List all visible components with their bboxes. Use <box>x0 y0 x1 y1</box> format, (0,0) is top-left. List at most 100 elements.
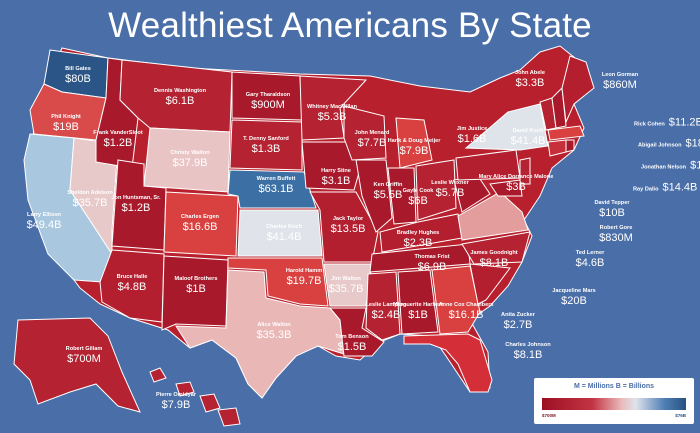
person-name: Leslie Lampton <box>365 301 407 308</box>
state-al <box>397 269 439 335</box>
net-worth: $35.7B <box>328 282 364 295</box>
person-name: Anne Cox Chambers <box>438 301 494 308</box>
net-worth: $18.2B <box>685 137 700 150</box>
person-name: Pierre Omidyar <box>155 391 197 398</box>
person-name: Mary Alice Dorrance Malone <box>478 173 554 180</box>
net-worth: $900M <box>251 98 285 111</box>
state-ok <box>227 257 329 307</box>
state-label-oh: Leslie Wexner $5.7B <box>431 179 469 199</box>
state-label-ky: Bradley Hughes $2.3B <box>396 229 440 249</box>
person-name: Christy Walton <box>170 149 210 156</box>
state-sc <box>469 263 511 305</box>
person-name: Robert Gillam <box>65 345 103 352</box>
state-label-mt: Dennis Washington $6.1B <box>154 87 206 107</box>
state-ma <box>547 125 585 141</box>
net-worth: $1.3B <box>251 142 281 155</box>
net-worth: $7.9B <box>161 398 191 411</box>
net-worth: $6.9B <box>417 260 447 273</box>
net-worth: $16.6B <box>182 220 218 233</box>
person-name: Larry Ellison <box>27 211 61 218</box>
state-label-nj: David Tepper $10B <box>594 199 630 219</box>
state-hi <box>149 367 241 427</box>
state-label-ca: Larry Ellison $49.4B <box>27 211 62 231</box>
state-label-nv: Sheldon Adelson $35.7B <box>67 189 113 209</box>
person-name: David Tepper <box>594 199 630 206</box>
state-label-fl2: Charles Johnson $8.1B <box>505 342 550 361</box>
net-worth: $1.8B <box>690 159 700 172</box>
person-name: Sheldon Adelson <box>67 189 113 196</box>
state-la <box>328 307 385 357</box>
net-worth: $830M <box>599 231 633 244</box>
person-name: Jonathan Nelson <box>641 164 687 171</box>
person-name: T. Denny Sanford <box>243 135 289 142</box>
state-label-md: Ted Lerner $4.6B <box>575 250 605 269</box>
net-worth: $5.5B <box>373 188 403 201</box>
net-worth: $41.4B <box>510 134 546 147</box>
state-label-ct: Ray Dalio $14.4B <box>633 179 697 196</box>
state-label-nm: Maloof Brothers $1B <box>175 276 218 295</box>
person-name: Jon Huntsman, Sr. <box>111 194 161 201</box>
net-worth: $16.1B <box>448 308 484 321</box>
person-name: Harold Hamm <box>285 267 323 274</box>
net-worth: $4.6B <box>575 256 605 269</box>
net-worth: $13.5B <box>330 222 366 235</box>
state-ia <box>301 141 363 191</box>
net-worth: $2.7B <box>503 318 533 331</box>
person-name: Leslie Wexner <box>431 179 469 186</box>
net-worth: $6.1B <box>165 94 195 107</box>
person-name: Robert Gore <box>599 224 633 231</box>
net-worth: $3B <box>506 180 526 193</box>
state-label-ga: Anne Cox Chambers $16.1B <box>438 301 494 321</box>
net-worth: $20B <box>561 294 587 307</box>
person-name: Jim Walton <box>331 275 361 282</box>
state-nh <box>551 86 567 129</box>
state-label-me: John Abele $3.3B <box>515 70 545 89</box>
state-ak <box>13 317 141 413</box>
net-worth: $35.3B <box>256 328 292 341</box>
state-label-tx: Alice Walton $35.3B <box>256 322 292 341</box>
net-worth: $1.5B <box>337 340 367 353</box>
state-label-nh: Leon Gorman $860M <box>602 72 638 91</box>
state-wi <box>343 105 387 161</box>
net-worth: $35.7B <box>72 196 108 209</box>
person-name: Whitney MacMillan <box>306 103 358 110</box>
person-name: Thomas Frist <box>414 253 450 260</box>
person-name: Harry Stine <box>321 167 351 174</box>
state-label-or: Phil Knight $19B <box>51 114 81 133</box>
person-name: Jim Justice <box>456 125 488 132</box>
net-worth: $7.9B <box>399 144 429 157</box>
state-label-wy: Christy Walton $37.9B <box>170 149 210 169</box>
state-mi <box>395 117 433 169</box>
net-worth: $1.6B <box>457 132 487 145</box>
net-worth: $3.3B <box>515 76 545 89</box>
person-name: Charles Koch <box>265 223 303 230</box>
state-label-co: Charles Ergen $16.6B <box>181 214 219 233</box>
state-label-wv: Jim Justice $1.6B <box>456 125 488 145</box>
net-worth: $37.9B <box>172 156 208 169</box>
state-label-al: Marguerite Harbert $1B <box>393 302 443 321</box>
person-name: Dennis Washington <box>154 87 206 94</box>
state-ks <box>237 209 323 257</box>
person-name: Bill Gates <box>65 65 91 72</box>
state-label-mn: Whitney MacMillan $5.3B <box>306 103 358 123</box>
legend-units: M = Millions B = Billions <box>573 383 655 390</box>
net-worth: $8.1B <box>479 256 509 269</box>
state-mn <box>299 75 368 141</box>
state-label-mo: Jack Taylor $13.5B <box>330 215 366 235</box>
state-in <box>387 167 417 225</box>
state-label-hi: Pierre Omidyar $7.9B <box>155 391 197 411</box>
legend: M = Millions B = Billions $700M $76B <box>534 378 694 424</box>
person-name: Bradley Hughes <box>396 229 440 236</box>
state-ri <box>565 139 575 153</box>
state-label-tn: Thomas Frist $6.9B <box>414 253 450 273</box>
net-worth: $700M <box>67 352 101 365</box>
state-label-wa: Bill Gates $80B <box>65 65 91 85</box>
person-name: Jack Taylor <box>332 215 364 222</box>
legend-min-label: $700M <box>542 413 556 418</box>
page-title: Wealthiest Americans By State <box>108 6 592 45</box>
person-name: Bruce Halle <box>116 273 148 280</box>
state-ms <box>365 271 401 341</box>
state-label-ny: David Koch $41.4B <box>510 128 546 147</box>
net-worth: $3.1B <box>321 174 351 187</box>
